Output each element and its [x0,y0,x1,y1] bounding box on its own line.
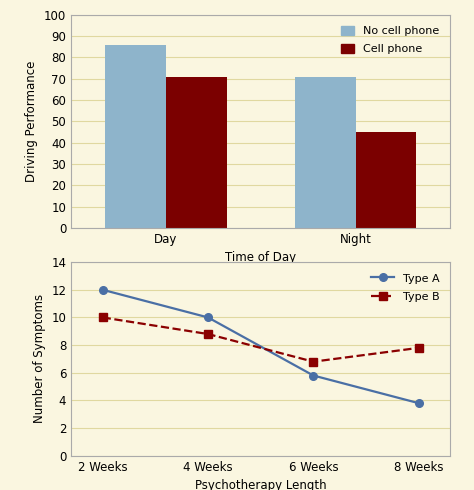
Type A [416,400,421,406]
Legend: Type A, Type B: Type A, Type B [366,268,445,308]
Line: Type A: Type A [99,286,422,407]
Type B [416,345,421,351]
Type A [310,372,316,378]
Bar [356,132,416,228]
X-axis label: Psychotherapy Length: Psychotherapy Length [195,479,327,490]
Type B [100,315,106,320]
Y-axis label: Driving Performance: Driving Performance [26,61,38,182]
Type B [205,331,211,337]
X-axis label: Time of Day: Time of Day [225,251,296,264]
Y-axis label: Number of Symptoms: Number of Symptoms [33,294,46,423]
Type A [205,315,211,320]
Type A [100,287,106,293]
Legend: No cell phone, Cell phone: No cell phone, Cell phone [335,20,445,60]
Bar [295,76,356,228]
Line: Type B: Type B [99,314,422,366]
Type B [310,359,316,365]
Bar [166,76,227,228]
Bar [105,45,166,228]
